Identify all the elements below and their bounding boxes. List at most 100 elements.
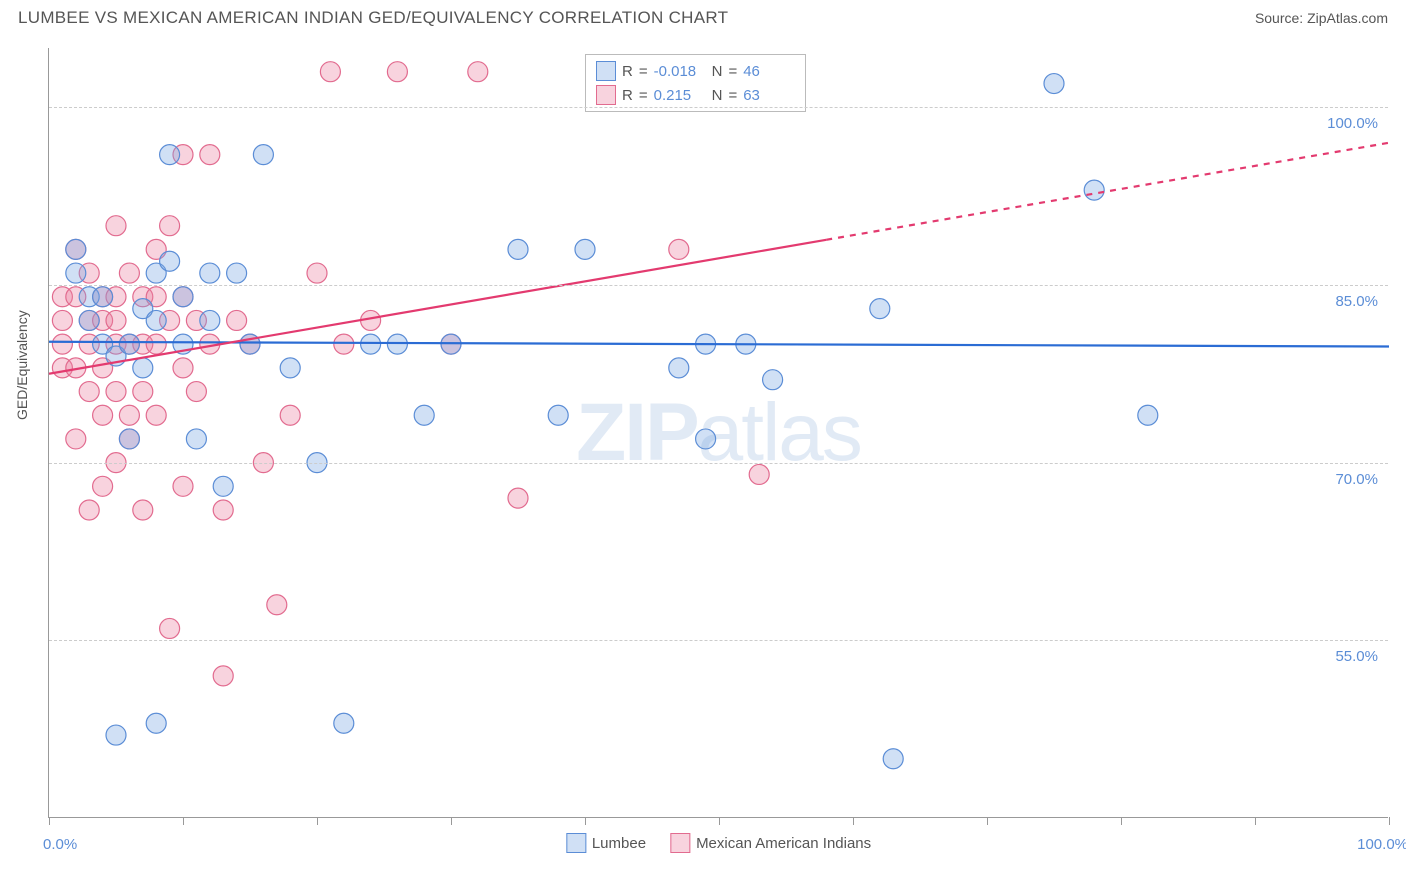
gridline [49,463,1388,464]
data-point [146,713,166,733]
data-point [66,263,86,283]
data-point [280,358,300,378]
data-point [280,405,300,425]
data-point [106,216,126,236]
data-point [160,251,180,271]
data-point [883,749,903,769]
data-point [1044,74,1064,94]
data-point [669,358,689,378]
data-point [173,287,193,307]
data-point [200,145,220,165]
data-point [468,62,488,82]
data-point [508,239,528,259]
data-point [186,382,206,402]
data-point [133,358,153,378]
swatch-lumbee-icon [566,833,586,853]
trend-line [826,143,1389,240]
x-tick [183,817,184,825]
data-point [119,429,139,449]
y-tick-label: 70.0% [1335,471,1378,488]
data-point [93,405,113,425]
data-point [52,334,72,354]
data-point [334,713,354,733]
y-tick-label: 85.0% [1335,293,1378,310]
data-point [387,334,407,354]
gridline [49,640,1388,641]
r-value-lumbee: -0.018 [654,63,706,80]
r-value-mexican: 0.215 [654,87,706,104]
data-point [575,239,595,259]
data-point [119,405,139,425]
swatch-mexican-icon [670,833,690,853]
data-point [106,310,126,330]
data-point [669,239,689,259]
data-point [508,488,528,508]
data-point [146,405,166,425]
data-point [213,666,233,686]
data-point [414,405,434,425]
chart-plot-area: ZIPatlas R = -0.018 N = 46 R = 0.215 N =… [48,48,1388,818]
legend: Lumbee Mexican American Indians [566,833,871,853]
data-point [133,500,153,520]
x-tick [719,817,720,825]
data-point [186,429,206,449]
swatch-lumbee [596,61,616,81]
x-tick [585,817,586,825]
data-point [334,334,354,354]
data-point [106,725,126,745]
x-tick [49,817,50,825]
data-point [160,216,180,236]
data-point [79,500,99,520]
data-point [361,334,381,354]
data-point [213,476,233,496]
x-tick [317,817,318,825]
data-point [200,263,220,283]
x-tick [1121,817,1122,825]
stat-row-lumbee: R = -0.018 N = 46 [596,59,795,83]
y-axis-label: GED/Equivalency [14,310,30,420]
data-point [119,334,139,354]
data-point [79,310,99,330]
data-point [160,618,180,638]
source-link[interactable]: ZipAtlas.com [1307,10,1388,26]
data-point [213,500,233,520]
x-axis-min-label: 0.0% [43,836,77,853]
x-axis-max-label: 100.0% [1357,836,1406,853]
data-point [160,145,180,165]
data-point [79,382,99,402]
swatch-mexican [596,85,616,105]
data-point [227,310,247,330]
data-point [548,405,568,425]
data-point [307,263,327,283]
legend-item-lumbee: Lumbee [566,833,646,853]
data-point [106,382,126,402]
x-tick [987,817,988,825]
data-point [173,358,193,378]
data-point [320,62,340,82]
page-title: LUMBEE VS MEXICAN AMERICAN INDIAN GED/EQ… [18,8,728,28]
data-point [1138,405,1158,425]
source-attribution: Source: ZipAtlas.com [1255,10,1388,26]
gridline [49,107,1388,108]
data-point [763,370,783,390]
x-tick [1255,817,1256,825]
data-point [696,429,716,449]
x-tick [451,817,452,825]
n-value-lumbee: 46 [743,63,795,80]
gridline [49,285,1388,286]
data-point [66,429,86,449]
y-tick-label: 55.0% [1335,648,1378,665]
y-tick-label: 100.0% [1327,115,1378,132]
data-point [173,476,193,496]
data-point [200,310,220,330]
stat-row-mexican: R = 0.215 N = 63 [596,83,795,107]
data-point [133,382,153,402]
scatter-svg [49,48,1388,817]
data-point [93,287,113,307]
data-point [267,595,287,615]
data-point [1084,180,1104,200]
n-value-mexican: 63 [743,87,795,104]
legend-item-mexican: Mexican American Indians [670,833,871,853]
correlation-stats-box: R = -0.018 N = 46 R = 0.215 N = 63 [585,54,806,112]
data-point [870,299,890,319]
